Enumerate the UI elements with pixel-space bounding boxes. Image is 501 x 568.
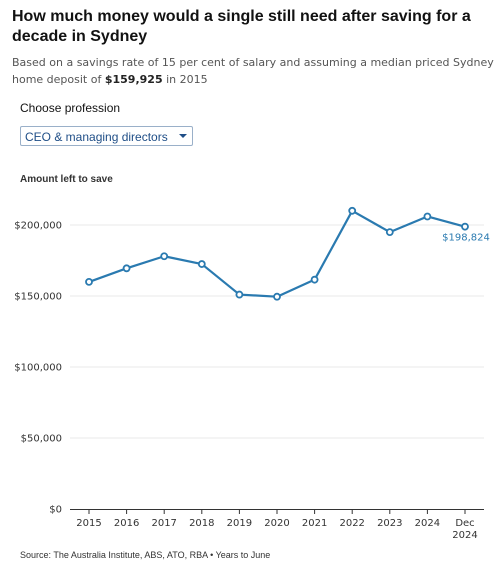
x-tick-label: 2023 — [377, 518, 402, 529]
y-tick-label: $150,000 — [14, 292, 62, 303]
data-point — [160, 252, 169, 261]
chevron-down-icon — [179, 134, 187, 138]
data-point — [348, 206, 357, 215]
profession-label: Choose profession — [20, 101, 121, 115]
data-point — [461, 222, 469, 231]
x-tick-label: 2016 — [114, 518, 139, 529]
x-tick-label: 2019 — [227, 518, 252, 529]
data-point — [273, 292, 281, 301]
data-point — [310, 275, 319, 284]
x-tick-label: 2015 — [76, 518, 101, 529]
x-tick-label: 2020 — [264, 518, 289, 529]
data-point — [85, 278, 93, 286]
profession-selected-value: CEO & managing directors — [25, 130, 168, 144]
x-tick-label: Dec 2024 — [452, 518, 477, 541]
source-note: Source: The Australia Institute, ABS, AT… — [20, 550, 271, 560]
profession-select[interactable]: CEO & managing directors — [20, 126, 193, 146]
series-line — [88, 209, 466, 298]
y-tick-label: $100,000 — [14, 363, 62, 374]
y-tick-label: $50,000 — [21, 434, 62, 445]
subtitle-year: in 2015 — [162, 73, 208, 86]
chart-subtitle: Based on a savings rate of 15 per cent o… — [12, 54, 498, 88]
chart-title: How much money would a single still need… — [12, 8, 471, 45]
x-tick-label: 2021 — [302, 518, 327, 529]
y-tick-label: $200,000 — [14, 221, 62, 232]
data-point — [197, 260, 206, 268]
data-point — [423, 212, 432, 221]
y-axis-label: Amount left to save — [20, 174, 113, 185]
x-tick-label: 2022 — [339, 518, 364, 529]
last-value-label: $198,824 — [442, 233, 490, 244]
x-tick-label: 2024 — [415, 518, 440, 529]
y-tick-label: $0 — [49, 505, 62, 516]
data-point — [385, 228, 394, 237]
subtitle-text: Based on a savings rate of 15 per cent o… — [12, 56, 494, 86]
subtitle-deposit-value: $159,925 — [104, 73, 163, 86]
data-point — [235, 290, 244, 299]
x-tick-label: 2017 — [151, 518, 176, 529]
data-point — [122, 264, 131, 273]
x-tick-label: 2018 — [189, 518, 214, 529]
